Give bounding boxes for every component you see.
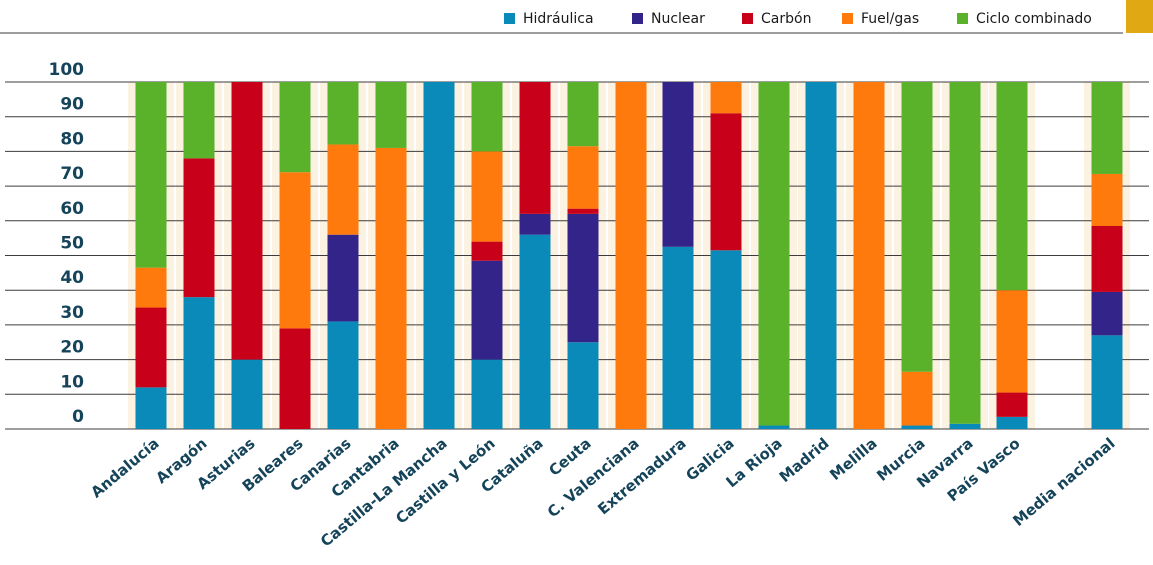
accent-tab — [1126, 0, 1153, 33]
y-tick-label: 10 — [60, 372, 84, 392]
bar-canarias-fuel-gas — [327, 144, 359, 235]
bar-canarias-ciclo-combinado — [327, 82, 359, 145]
bar-pais-vasco-fuel-gas — [996, 290, 1028, 393]
y-tick-label: 60 — [60, 199, 84, 219]
y-tick-label: 90 — [60, 95, 84, 115]
bar-media-nacional-hidraulica — [1091, 335, 1123, 429]
bar-murcia-ciclo-combinado — [901, 82, 933, 372]
y-tick-label: 20 — [60, 338, 84, 358]
legend-swatch-ciclo-combinado — [957, 13, 968, 24]
bar-ceuta-carbon — [567, 208, 599, 214]
bar-castilla-y-leon-nuclear — [471, 260, 503, 360]
bar-la-rioja-hidraulica — [758, 425, 790, 429]
y-tick-label: 50 — [60, 234, 84, 254]
legend-label-ciclo-combinado: Ciclo combinado — [976, 11, 1092, 27]
legend-label-hidraulica: Hidráulica — [523, 11, 594, 27]
bar-castilla-y-leon-hidraulica — [471, 359, 503, 429]
bar-galicia-fuel-gas — [710, 82, 742, 114]
bars — [135, 82, 1123, 429]
bar-cantabria-ciclo-combinado — [375, 82, 407, 148]
bar-cataluna-hidraulica — [519, 234, 551, 429]
bar-la-rioja-ciclo-combinado — [758, 82, 790, 426]
bar-madrid-hidraulica — [805, 82, 837, 429]
bar-pais-vasco-carbon — [996, 392, 1028, 417]
bar-andalucia-carbon — [135, 307, 167, 388]
legend-swatch-carbon — [742, 13, 753, 24]
bar-melilla-fuel-gas — [853, 82, 885, 429]
bar-cantabria-fuel-gas — [375, 147, 407, 429]
bar-navarra-ciclo-combinado — [949, 82, 981, 424]
legend-swatch-hidraulica — [504, 13, 515, 24]
bar-murcia-fuel-gas — [901, 371, 933, 426]
bar-navarra-hidraulica — [949, 423, 981, 429]
bar-pais-vasco-hidraulica — [996, 416, 1028, 429]
bar-aragon-carbon — [183, 158, 215, 298]
bar-asturias-carbon — [231, 82, 263, 360]
bar-ceuta-nuclear — [567, 213, 599, 343]
x-tick-label-media-nacional: Media nacional — [1009, 434, 1118, 530]
bar-cataluna-carbon — [519, 82, 551, 214]
bar-castilla-y-leon-fuel-gas — [471, 151, 503, 242]
bar-canarias-nuclear — [327, 234, 359, 322]
y-tick-label: 40 — [60, 268, 84, 288]
bar-murcia-hidraulica — [901, 425, 933, 429]
bar-extremadura-hidraulica — [662, 246, 694, 429]
bar-baleares-carbon — [279, 328, 311, 429]
bar-cataluna-nuclear — [519, 213, 551, 235]
bar-ceuta-ciclo-combinado — [567, 82, 599, 147]
y-tick-label: 0 — [72, 407, 84, 427]
x-tick-label-andalucia: Andalucía — [87, 434, 162, 501]
bar-extremadura-nuclear — [662, 82, 694, 247]
bar-aragon-hidraulica — [183, 297, 215, 429]
legend-swatch-nuclear — [632, 13, 643, 24]
y-tick-label: 80 — [60, 129, 84, 149]
bar-baleares-fuel-gas — [279, 172, 311, 329]
bar-baleares-ciclo-combinado — [279, 82, 311, 173]
bar-ceuta-hidraulica — [567, 342, 599, 429]
legend-label-carbon: Carbón — [761, 11, 811, 27]
y-tick-label: 100 — [49, 60, 85, 80]
bar-asturias-hidraulica — [231, 359, 263, 429]
legend-label-nuclear: Nuclear — [651, 11, 705, 27]
x-axis: AndalucíaAragónAsturiasBalearesCanariasC… — [87, 434, 1118, 550]
bar-castilla-la-mancha-hidraulica — [423, 82, 455, 429]
bar-galicia-carbon — [710, 113, 742, 251]
x-tick-label-madrid: Madrid — [776, 434, 833, 486]
bar-andalucia-fuel-gas — [135, 267, 167, 308]
bar-media-nacional-nuclear — [1091, 291, 1123, 336]
bar-pais-vasco-ciclo-combinado — [996, 82, 1028, 291]
bar-media-nacional-carbon — [1091, 226, 1123, 292]
legend-swatch-fuel-gas — [842, 13, 853, 24]
bar-aragon-ciclo-combinado — [183, 82, 215, 159]
legend-label-fuel-gas: Fuel/gas — [861, 11, 919, 27]
bar-media-nacional-ciclo-combinado — [1091, 82, 1123, 174]
bar-andalucia-ciclo-combinado — [135, 82, 167, 268]
y-tick-label: 70 — [60, 164, 84, 184]
bar-andalucia-hidraulica — [135, 387, 167, 429]
bar-castilla-y-leon-ciclo-combinado — [471, 82, 503, 152]
bar-ceuta-fuel-gas — [567, 146, 599, 209]
bar-media-nacional-fuel-gas — [1091, 173, 1123, 227]
x-tick-label-melilla: Melilla — [826, 434, 880, 484]
bar-c-valenciana-fuel-gas — [615, 82, 647, 429]
bar-galicia-hidraulica — [710, 250, 742, 429]
bar-castilla-y-leon-carbon — [471, 241, 503, 261]
bar-canarias-hidraulica — [327, 321, 359, 429]
y-tick-label: 30 — [60, 303, 84, 323]
legend: Hidráulica Nuclear Carbón Fuel/gas Ciclo com… — [504, 11, 1092, 27]
